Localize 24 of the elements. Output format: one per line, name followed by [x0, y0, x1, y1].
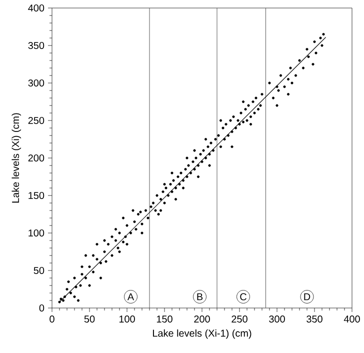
y-tick-label: 350	[28, 42, 44, 50]
x-axis-title: Lake levels (Xi-1) (cm)	[152, 329, 252, 339]
annotation: A	[127, 293, 134, 300]
y-tick-label: 100	[28, 229, 44, 237]
x-tick-label: 400	[344, 316, 360, 323]
x-tick-label: 250	[232, 316, 248, 323]
annotation: C	[240, 293, 246, 300]
y-tick-label: 250	[28, 116, 44, 124]
x-tick-label: 0	[50, 316, 54, 323]
y-tick-label: 400	[28, 4, 44, 12]
annotation: D	[304, 293, 310, 300]
y-tick-label: 0	[39, 304, 44, 312]
y-tick-label: 150	[28, 192, 44, 200]
x-tick-label: 200	[194, 316, 210, 323]
y-axis-title: Lake levels (Xi) (cm)	[12, 113, 22, 203]
x-tick-label: 300	[269, 316, 285, 323]
y-tick-label: 50	[34, 266, 44, 274]
x-tick-label: 100	[119, 316, 135, 323]
y-tick-label: 200	[28, 154, 44, 162]
x-tick-label: 150	[156, 316, 172, 323]
x-tick-label: 50	[84, 316, 95, 323]
x-tick-label: 350	[306, 316, 322, 323]
y-tick-label: 300	[28, 79, 44, 87]
annotation: B	[197, 293, 203, 300]
